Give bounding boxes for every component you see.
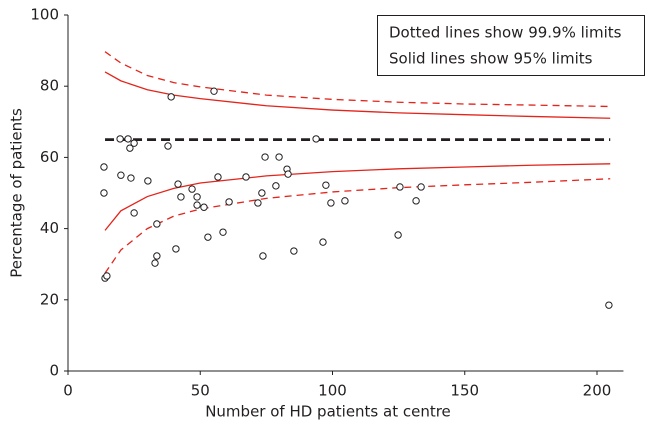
point (188, 185, 196, 193)
point (164, 142, 172, 150)
point (341, 197, 349, 205)
point (322, 181, 330, 189)
point (124, 135, 132, 143)
y-tick-label: 0 (49, 362, 59, 380)
point (130, 209, 138, 217)
point (204, 233, 212, 241)
point (327, 199, 335, 207)
point (275, 153, 283, 161)
point (417, 183, 425, 191)
y-axis-title: Percentage of patients (8, 108, 26, 278)
point (319, 238, 327, 246)
x-axis-title: Number of HD patients at centre (205, 403, 451, 421)
point (144, 177, 152, 185)
point (312, 135, 320, 143)
point (261, 153, 269, 161)
point (219, 228, 227, 236)
y-tick-label: 80 (40, 77, 59, 95)
point (167, 93, 175, 101)
y-tick-label: 20 (40, 290, 59, 308)
y-tick-label: 100 (30, 6, 59, 24)
point (174, 180, 182, 188)
point (210, 87, 218, 95)
point (412, 197, 420, 205)
point (200, 203, 208, 211)
point (605, 301, 613, 309)
point (193, 201, 201, 209)
point (100, 189, 108, 197)
point (272, 182, 280, 190)
point (153, 252, 161, 260)
limit-line (104, 163, 611, 231)
point (258, 189, 266, 197)
point (259, 252, 267, 260)
x-tick-label: 150 (450, 382, 479, 400)
point (225, 198, 233, 206)
x-tick-label: 100 (318, 382, 347, 400)
point (172, 245, 180, 253)
annotation: Solid lines show 95% limits (389, 50, 593, 68)
x-tick-label: 200 (583, 382, 612, 400)
point (396, 183, 404, 191)
annotation: Dotted lines show 99.9% limits (389, 24, 622, 42)
limit-line (104, 178, 611, 274)
point (394, 231, 402, 239)
limit-line (104, 71, 611, 119)
point (116, 135, 124, 143)
point (214, 173, 222, 181)
point (130, 139, 138, 147)
annotation-box (377, 15, 645, 76)
point (290, 247, 298, 255)
x-tick-label: 0 (63, 382, 73, 400)
point (242, 173, 250, 181)
point (100, 163, 108, 171)
point (177, 193, 185, 201)
point (284, 170, 292, 178)
point (103, 272, 111, 280)
y-tick-label: 60 (40, 148, 59, 166)
point (153, 220, 161, 228)
point (126, 144, 134, 152)
point (193, 193, 201, 201)
x-tick-label: 50 (191, 382, 210, 400)
y-tick-label: 40 (40, 219, 59, 237)
point (127, 174, 135, 182)
point (151, 259, 159, 267)
point (254, 199, 262, 207)
point (117, 171, 125, 179)
limit-line (104, 51, 611, 108)
